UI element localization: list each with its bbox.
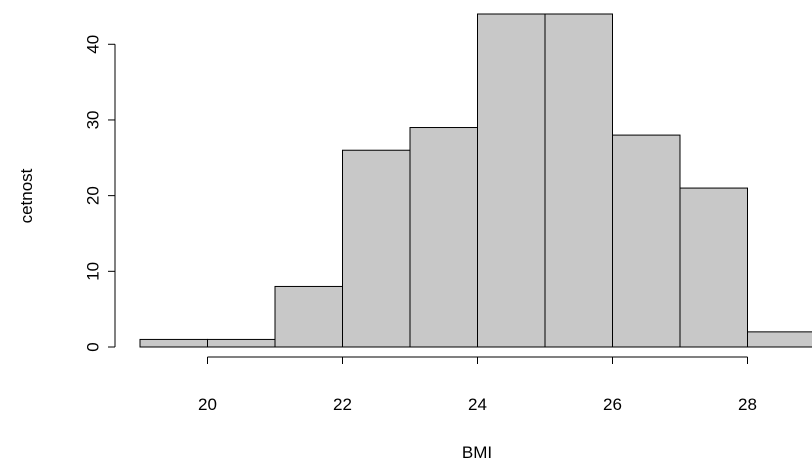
histogram-bar: [274, 285, 343, 348]
histogram-bar: [477, 13, 546, 348]
x-tick-label: 28: [738, 395, 757, 414]
x-axis: 20 22 24 26 28: [198, 356, 757, 414]
y-tick-label: 40: [84, 35, 103, 54]
x-axis-title: BMI: [462, 443, 492, 462]
histogram-bar: [544, 13, 613, 348]
histogram-bar: [139, 338, 208, 348]
histogram-bar: [207, 338, 276, 348]
y-tick-label: 30: [84, 110, 103, 129]
x-tick-label: 22: [333, 395, 352, 414]
histogram-bar: [612, 134, 681, 348]
histogram-bar: [747, 331, 812, 348]
x-tick-label: 26: [603, 395, 622, 414]
histogram-bar: [409, 127, 478, 348]
x-tick-label: 24: [468, 395, 487, 414]
y-tick-label: 20: [84, 186, 103, 205]
histogram-bar: [679, 187, 748, 348]
x-tick-label: 20: [198, 395, 217, 414]
histogram-bar: [342, 149, 411, 348]
y-tick-label: 10: [84, 262, 103, 281]
histogram-bars: [139, 13, 812, 348]
y-tick-label: 0: [84, 342, 103, 351]
y-axis-title: cetnost: [17, 168, 36, 223]
y-axis: 0 10 20 30 40: [84, 35, 116, 352]
